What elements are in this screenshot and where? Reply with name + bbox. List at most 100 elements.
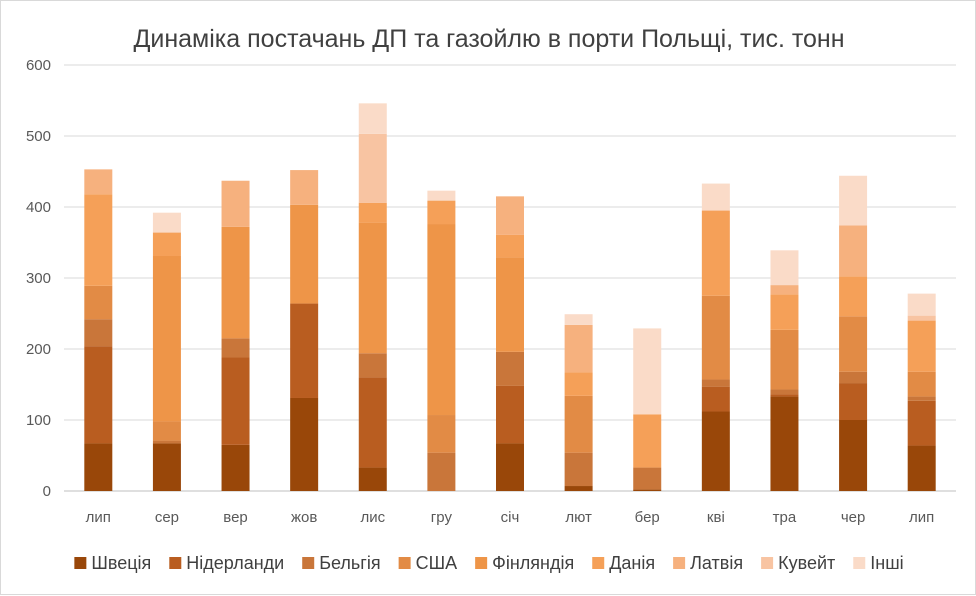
- bar-segment: [907, 320, 936, 372]
- bar-segment: [152, 232, 181, 256]
- x-tick-label: кві: [707, 509, 725, 526]
- bar-segment: [701, 210, 730, 296]
- bar-segment: [770, 250, 799, 286]
- x-tick-label: бер: [635, 509, 660, 526]
- y-tick-label: 600: [26, 57, 51, 74]
- legend-swatch: [169, 557, 182, 569]
- bars: [84, 103, 936, 491]
- x-tick-label: лют: [565, 509, 592, 526]
- bar-segment: [839, 225, 868, 277]
- bar-stack: [907, 293, 936, 491]
- legend-label: Інші: [870, 553, 903, 573]
- x-tick-label: січ: [501, 509, 520, 526]
- legend-label: Бельгія: [319, 553, 380, 573]
- bar-stack: [84, 169, 113, 491]
- legend-label: Швеція: [91, 553, 151, 573]
- bar-segment: [907, 400, 936, 446]
- bar-segment: [701, 379, 730, 387]
- bar-segment: [564, 372, 593, 396]
- bar-segment: [152, 440, 181, 444]
- bar-segment: [152, 212, 181, 233]
- bar-segment: [221, 180, 250, 227]
- bar-segment: [84, 194, 113, 286]
- bar-stack: [152, 212, 181, 491]
- bar-segment: [770, 294, 799, 330]
- bar-segment: [907, 371, 936, 397]
- bar-segment: [84, 169, 113, 195]
- bar-segment: [84, 285, 113, 320]
- legend-label: Данія: [609, 553, 655, 573]
- legend-item: Швеція: [74, 553, 151, 573]
- bar-segment: [290, 170, 319, 205]
- y-tick-label: 0: [43, 483, 51, 500]
- legend-swatch: [302, 557, 315, 569]
- bar-segment: [907, 396, 936, 401]
- bar-segment: [358, 202, 387, 223]
- bar-segment: [633, 467, 662, 490]
- bar-segment: [221, 338, 250, 358]
- legend-swatch: [398, 557, 411, 569]
- bar-segment: [358, 222, 387, 354]
- bar-segment: [221, 444, 250, 491]
- legend-swatch: [853, 557, 866, 569]
- bar-segment: [770, 389, 799, 395]
- bar-stack: [427, 190, 456, 491]
- bar-segment: [152, 421, 181, 441]
- legend-swatch: [475, 557, 488, 569]
- legend-item: США: [398, 553, 458, 573]
- bar-segment: [496, 234, 524, 258]
- bar-segment: [564, 486, 593, 491]
- bar-segment: [564, 324, 593, 373]
- legend-label: США: [416, 553, 458, 573]
- bar-segment: [221, 357, 250, 445]
- bar-segment: [496, 196, 524, 235]
- bar-segment: [770, 329, 799, 390]
- x-tick-label: тра: [773, 509, 797, 526]
- bar-segment: [564, 452, 593, 487]
- bar-segment: [839, 420, 868, 491]
- bar-segment: [152, 255, 181, 422]
- bar-stack: [839, 175, 868, 491]
- bar-segment: [564, 314, 593, 325]
- bar-segment: [907, 293, 936, 316]
- x-tick-label: сер: [155, 509, 179, 526]
- bar-segment: [84, 346, 113, 444]
- y-tick-label: 200: [26, 341, 51, 358]
- bar-segment: [358, 353, 387, 378]
- x-tick-label: чер: [841, 509, 866, 526]
- bar-segment: [770, 285, 799, 295]
- bar-segment: [290, 303, 319, 398]
- legend: Швеція Нідерланди Бельгія США Фінляндія Данія…: [74, 553, 904, 573]
- bar-stack: [290, 170, 319, 491]
- bar-segment: [770, 394, 799, 397]
- x-axis-tick-labels: лип сер вер жов лис гру січ лют бер кві тра чер лип: [86, 509, 935, 526]
- bar-segment: [907, 445, 936, 491]
- y-tick-label: 100: [26, 412, 51, 429]
- bar-segment: [427, 452, 456, 491]
- x-tick-label: гру: [431, 509, 453, 526]
- bar-stack: [496, 196, 524, 491]
- bar-segment: [633, 489, 662, 491]
- bar-segment: [701, 411, 730, 491]
- legend-swatch: [673, 557, 686, 569]
- legend-label: Фінляндія: [492, 553, 574, 573]
- bar-segment: [427, 200, 456, 225]
- bar-segment: [564, 395, 593, 453]
- legend-label: Кувейт: [778, 553, 835, 573]
- bar-segment: [701, 295, 730, 380]
- bar-stack: [358, 103, 387, 491]
- legend-item: Латвія: [673, 553, 743, 573]
- bar-stack: [633, 328, 662, 491]
- bar-segment: [221, 226, 250, 339]
- legend-item: Кувейт: [761, 553, 835, 573]
- bar-stack: [221, 180, 250, 491]
- bar-segment: [839, 371, 868, 384]
- bar-segment: [496, 385, 524, 444]
- bar-segment: [427, 415, 456, 453]
- legend-item: Данія: [592, 553, 655, 573]
- bar-segment: [152, 443, 181, 491]
- bar-segment: [701, 183, 730, 211]
- bar-stack: [701, 183, 730, 491]
- legend-item: Нідерланди: [169, 553, 284, 573]
